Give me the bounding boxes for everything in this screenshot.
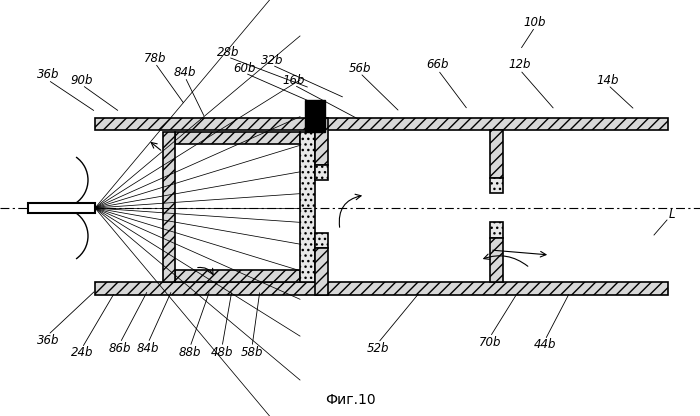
Bar <box>175 132 300 144</box>
Bar <box>315 165 328 180</box>
Text: 28b: 28b <box>217 45 239 59</box>
Bar <box>490 178 503 193</box>
Text: 52b: 52b <box>367 342 389 354</box>
Bar <box>490 222 503 238</box>
Text: 24b: 24b <box>71 347 93 359</box>
Bar <box>490 238 503 282</box>
Bar <box>95 118 668 130</box>
Text: 44b: 44b <box>533 339 556 352</box>
Bar <box>315 118 328 165</box>
Text: 58b: 58b <box>241 346 263 359</box>
Text: 14b: 14b <box>596 74 620 87</box>
Text: 66b: 66b <box>427 59 449 72</box>
Text: 86b: 86b <box>108 342 132 354</box>
Bar <box>28 203 95 213</box>
Text: 56b: 56b <box>349 62 371 74</box>
Text: 16b: 16b <box>283 74 305 87</box>
Text: 36b: 36b <box>36 334 60 347</box>
Text: 70b: 70b <box>479 335 501 349</box>
Bar <box>300 132 315 282</box>
Text: L: L <box>668 208 676 221</box>
Bar <box>305 100 325 132</box>
Bar <box>490 130 503 178</box>
Text: 88b: 88b <box>178 346 202 359</box>
Text: 84b: 84b <box>174 65 196 79</box>
Text: 90b: 90b <box>71 74 93 87</box>
Text: 12b: 12b <box>509 59 531 72</box>
Bar <box>315 233 328 248</box>
Bar <box>163 132 175 282</box>
Text: 10b: 10b <box>524 15 546 29</box>
Text: 48b: 48b <box>211 346 233 359</box>
Text: 84b: 84b <box>136 342 160 354</box>
Bar <box>95 282 668 295</box>
Bar <box>175 270 300 282</box>
Text: 32b: 32b <box>260 54 284 67</box>
Text: 78b: 78b <box>144 52 167 64</box>
Text: 60b: 60b <box>234 62 256 74</box>
Text: 36b: 36b <box>36 69 60 82</box>
Text: Фиг.10: Фиг.10 <box>325 393 375 407</box>
Bar <box>315 248 328 295</box>
